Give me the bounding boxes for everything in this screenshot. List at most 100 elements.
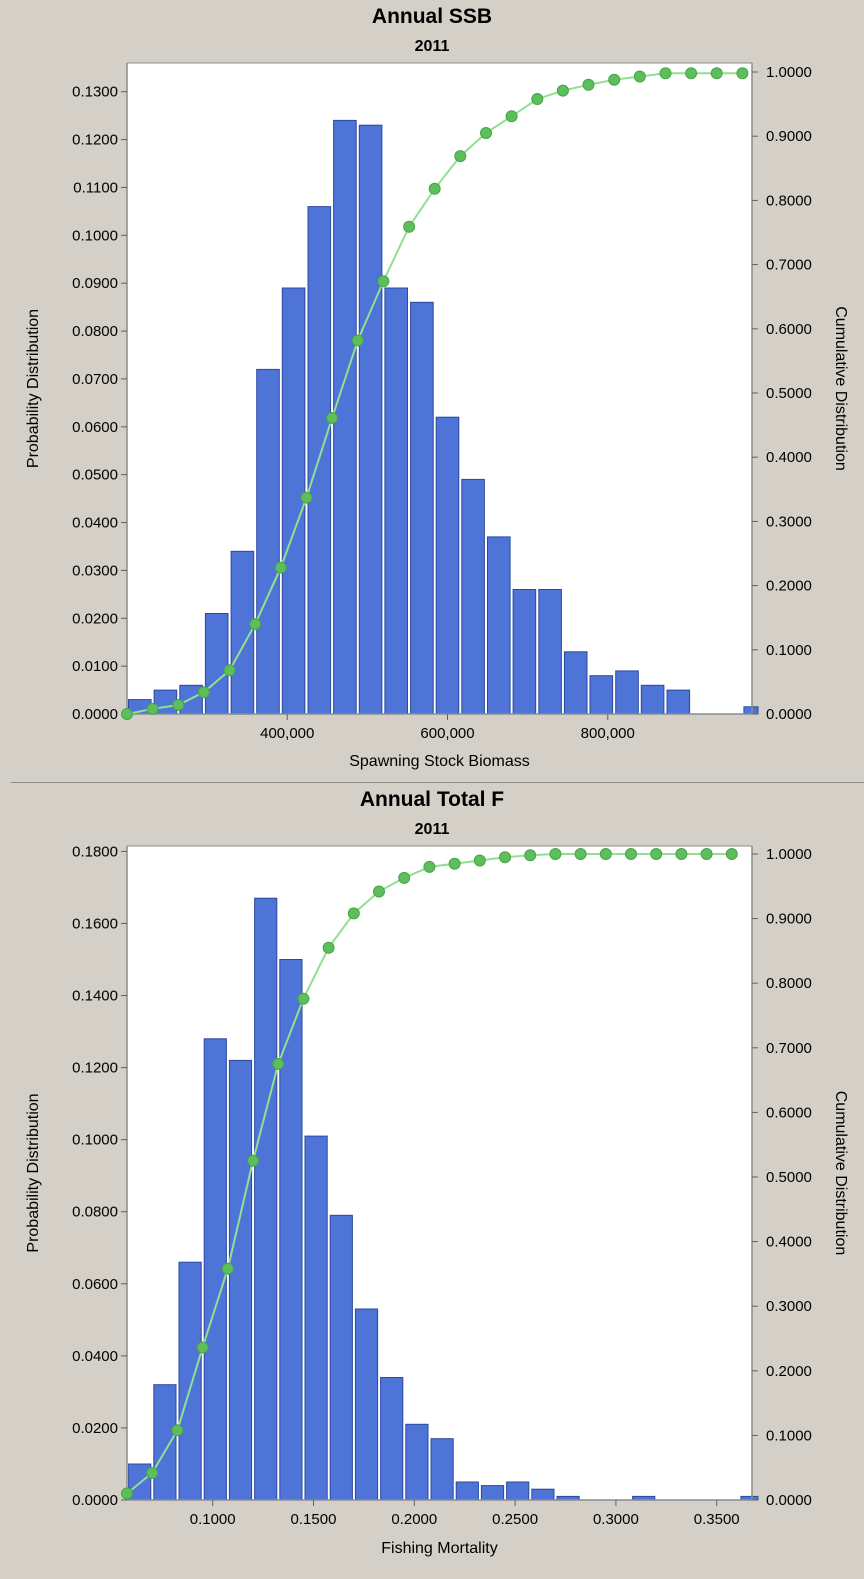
cumulative-point xyxy=(625,848,637,860)
y2-tick-label: 0.7000 xyxy=(766,257,812,274)
histogram-bar xyxy=(354,1308,379,1501)
histogram-bar xyxy=(589,675,614,715)
cumulative-point xyxy=(736,67,749,80)
y2-tick-label: 0.6000 xyxy=(766,1104,812,1121)
x-tick-label: 0.2500 xyxy=(492,1511,538,1528)
y2-tick-label: 0.4000 xyxy=(766,1234,812,1251)
y2-tick-label: 0.3000 xyxy=(766,1298,812,1315)
y2-tick-label: 0.1000 xyxy=(766,642,812,659)
x-axis-label: Fishing Mortality xyxy=(381,1540,497,1557)
y-tick-label: 0.1600 xyxy=(72,915,118,932)
y2-tick-label: 0.3000 xyxy=(766,513,812,530)
y2-tick-label: 0.8000 xyxy=(766,975,812,992)
histogram-bar xyxy=(329,1214,353,1501)
chart-svg-ssb: 0.0000 0.0100 0.0200 0.0300 0.0400 0.0500 0.06… xyxy=(25,62,849,770)
cumulative-point xyxy=(454,150,467,163)
histogram-bar xyxy=(153,1384,177,1501)
y2-tick-label: 0.7000 xyxy=(766,1040,812,1057)
y-tick-label: 0.0400 xyxy=(72,515,118,532)
cumulative-point xyxy=(531,93,544,105)
x-tick-label: 0.3500 xyxy=(694,1511,740,1528)
cumulative-point xyxy=(473,854,486,867)
cumulative-point xyxy=(171,1424,184,1437)
cumulative-point xyxy=(121,1487,133,1500)
histogram-bar xyxy=(279,959,303,1501)
histogram-bar xyxy=(178,1261,202,1501)
histogram-bar xyxy=(254,897,278,1501)
cumulative-point xyxy=(685,67,698,80)
cumulative-point xyxy=(121,708,133,720)
y2-tick-label: 0.0000 xyxy=(766,1492,812,1509)
histogram-bar xyxy=(666,689,691,715)
x-tick-label: 0.1000 xyxy=(190,1511,236,1528)
y-tick-label: 0.0900 xyxy=(72,275,118,292)
cumulative-point xyxy=(197,686,210,699)
cumulative-point xyxy=(223,664,236,677)
y2-tick-label: 0.2000 xyxy=(766,578,812,595)
chart-panel-total-f: Annual Total F 2011 0.0000 0.0200 0.0400 0.… xyxy=(0,783,864,1579)
cumulative-point xyxy=(172,699,185,711)
x-tick-label: 0.1500 xyxy=(291,1511,337,1528)
y2-tick-label: 0.5000 xyxy=(766,385,812,402)
cumulative-point xyxy=(549,848,562,860)
y-tick-label: 0.0000 xyxy=(72,1492,118,1509)
cumulative-point xyxy=(650,848,663,860)
panel-divider xyxy=(12,782,864,783)
y-tick-label: 0.1200 xyxy=(72,132,118,149)
y-tick-label: 0.0800 xyxy=(72,323,118,340)
histogram-bar xyxy=(204,613,229,715)
x-tick-label: 0.3000 xyxy=(593,1511,639,1528)
cumulative-point xyxy=(480,127,492,139)
cumulative-point xyxy=(398,871,411,884)
y-tick-label: 0.0600 xyxy=(72,1276,118,1293)
x-tick-label: 600,000 xyxy=(420,725,474,742)
y-tick-label: 0.0400 xyxy=(72,1348,118,1365)
cumulative-point xyxy=(274,561,287,574)
y-tick-label: 0.1100 xyxy=(73,179,118,196)
chart-subtitle: 2011 xyxy=(414,821,450,838)
cumulative-point xyxy=(377,275,390,288)
y2-axis-label: Cumulative Distribution xyxy=(832,306,849,471)
y2-tick-label: 0.5000 xyxy=(766,1169,812,1186)
cumulative-point xyxy=(659,67,672,80)
x-tick-label: 800,000 xyxy=(581,725,635,742)
cumulative-point xyxy=(351,334,364,347)
cumulative-point xyxy=(297,992,310,1005)
histogram-bar xyxy=(512,589,537,715)
y2-tick-label: 1.0000 xyxy=(766,64,812,81)
y-tick-label: 0.0100 xyxy=(72,658,118,675)
histogram-bar xyxy=(615,670,639,715)
y-tick-label: 0.0200 xyxy=(72,1420,118,1437)
y-tick-label: 0.0700 xyxy=(72,371,118,388)
histogram-bar xyxy=(410,301,434,715)
chart-svg-total-f: 0.0000 0.0200 0.0400 0.0600 0.0800 0.1000 0.12… xyxy=(25,843,849,1557)
histogram-bar xyxy=(531,1488,555,1501)
cumulative-point xyxy=(524,849,537,862)
cumulative-point xyxy=(146,1466,159,1479)
cumulative-point xyxy=(300,491,313,504)
histogram-bar xyxy=(538,589,562,715)
y2-tick-label: 1.0000 xyxy=(766,846,812,863)
y-axis-label: Probability Distribution xyxy=(25,309,42,468)
y-tick-label: 0.0500 xyxy=(72,467,118,484)
histogram-bar xyxy=(256,368,280,715)
y-tick-label: 0.0600 xyxy=(72,419,118,436)
y2-tick-label: 0.2000 xyxy=(766,1363,812,1380)
cumulative-point xyxy=(221,1262,234,1275)
y2-tick-label: 0.6000 xyxy=(766,321,812,338)
cumulative-point xyxy=(272,1057,285,1070)
chart-title: Annual SSB xyxy=(371,5,493,28)
histogram-bar xyxy=(480,1485,505,1501)
y-tick-label: 0.1000 xyxy=(72,227,118,244)
histogram-bar xyxy=(358,124,383,715)
cumulative-point xyxy=(403,220,416,233)
y2-tick-label: 0.1000 xyxy=(766,1427,812,1444)
cumulative-point xyxy=(675,848,688,860)
cumulative-point xyxy=(423,860,436,873)
y-tick-label: 0.0800 xyxy=(72,1204,118,1221)
cumulative-point xyxy=(505,110,518,123)
histogram-bar xyxy=(640,684,665,715)
histogram-bar xyxy=(743,706,759,715)
histogram-bar xyxy=(506,1481,530,1501)
histogram-bar xyxy=(461,478,485,715)
